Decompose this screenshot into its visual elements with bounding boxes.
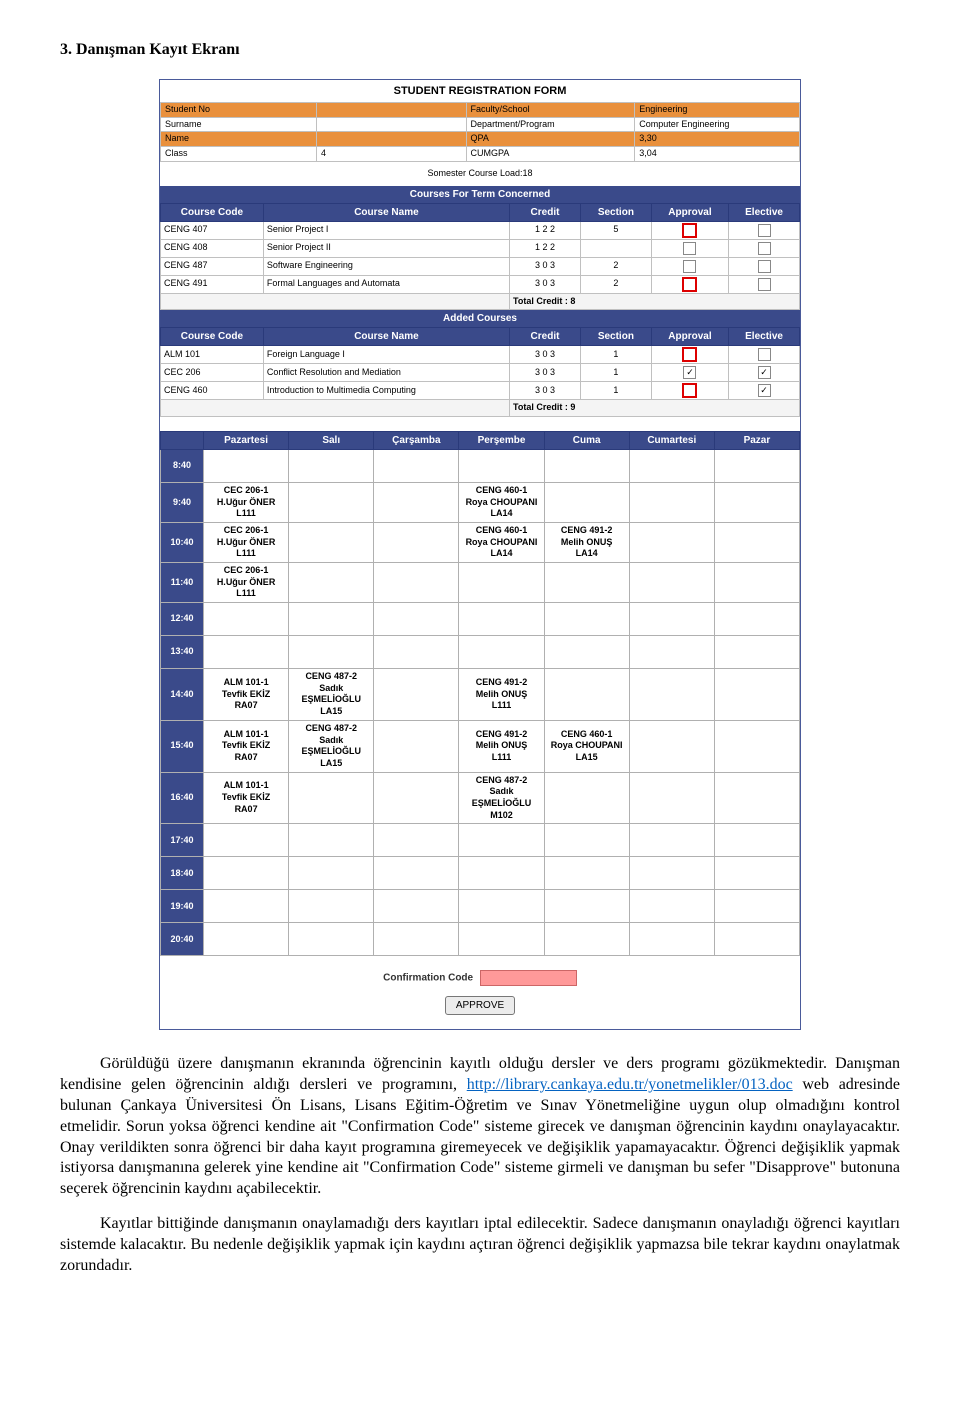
course-row: ALM 101Foreign Language I3 0 31 <box>161 346 800 364</box>
term-courses-table: Course CodeCourse NameCreditSectionAppro… <box>160 203 800 311</box>
paragraph-1: Görüldüğü üzere danışmanın ekranında öğr… <box>60 1054 900 1200</box>
course-row: CENG 491Formal Languages and Automata3 0… <box>161 275 800 293</box>
regulation-link[interactable]: http://library.cankaya.edu.tr/yonetmelik… <box>467 1076 793 1093</box>
course-row: CENG 487Software Engineering3 0 32 <box>161 257 800 275</box>
confirmation-area: Confirmation Code APPROVE <box>160 956 800 1029</box>
term-courses-band: Courses For Term Concerned <box>160 186 800 203</box>
added-courses-band: Added Courses <box>160 310 800 327</box>
added-courses-table: Course CodeCourse NameCreditSectionAppro… <box>160 327 800 417</box>
paragraph-2: Kayıtlar bittiğinde danışmanın onaylamad… <box>60 1214 900 1276</box>
confirmation-code-input[interactable] <box>480 970 577 986</box>
student-info-table: Student NoFaculty/SchoolEngineering Surn… <box>160 102 800 162</box>
course-row: CENG 460Introduction to Multimedia Compu… <box>161 382 800 400</box>
section-heading: 3. Danışman Kayıt Ekranı <box>60 40 900 61</box>
confirmation-label: Confirmation Code <box>383 973 473 984</box>
schedule-table: PazartesiSalıÇarşambaPerşembeCumaCumarte… <box>160 431 800 956</box>
registration-form-screenshot: STUDENT REGISTRATION FORM Student NoFacu… <box>159 79 801 1031</box>
course-row: CEC 206Conflict Resolution and Mediation… <box>161 364 800 382</box>
form-title: STUDENT REGISTRATION FORM <box>160 80 800 102</box>
course-row: CENG 408Senior Project II1 2 2 <box>161 239 800 257</box>
approve-button[interactable]: APPROVE <box>445 996 515 1015</box>
course-row: CENG 407Senior Project I1 2 25 <box>161 221 800 239</box>
semester-load: Somester Course Load:18 <box>160 162 800 186</box>
